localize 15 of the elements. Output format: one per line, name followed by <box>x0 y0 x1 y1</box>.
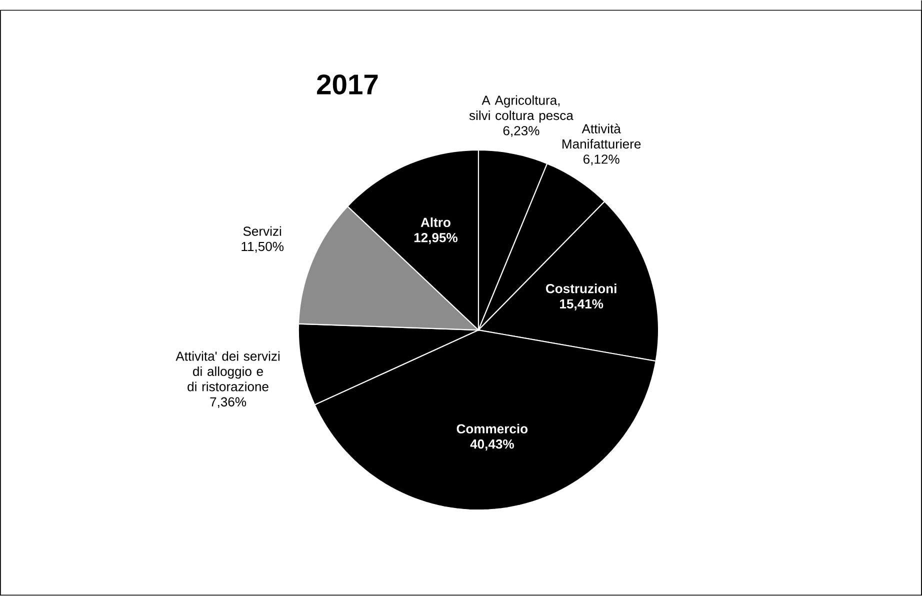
slice-label: Altro <box>420 218 450 228</box>
chart-title: 2017 <box>317 74 378 95</box>
slice-label: Attività Manifatturiere <box>562 124 641 149</box>
data-label: 15,41% <box>560 299 604 310</box>
slice-label: A Agricoltura, silvi coltura pesca <box>469 95 574 123</box>
data-label: 40,43% <box>470 440 514 451</box>
data-label: 12,95% <box>414 233 458 244</box>
data-label: 7,36% <box>210 397 246 408</box>
data-label: 11,50% <box>242 242 284 253</box>
slice-label: Commercio <box>456 424 528 434</box>
slice-label: Costruzioni <box>546 284 616 294</box>
slice-label: Servizi <box>243 226 282 236</box>
data-label: 6,12% <box>584 154 620 166</box>
slice-label: Attivita' dei servizi di alloggio e di ristorazione <box>176 351 280 392</box>
data-label: 6,23% <box>503 126 540 138</box>
